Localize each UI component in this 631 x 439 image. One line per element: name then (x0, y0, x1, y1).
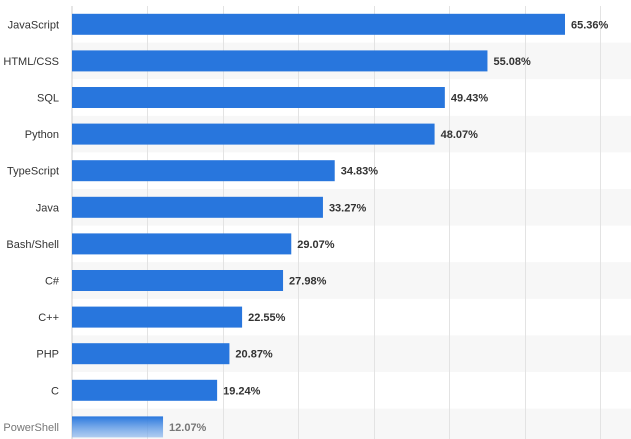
value-label: 49.43% (451, 93, 489, 105)
bar-sql (72, 87, 445, 108)
category-label: TypeScript (7, 166, 59, 178)
bar-c- (72, 270, 284, 291)
value-label: 19.24% (223, 385, 261, 397)
value-label: 20.87% (235, 349, 273, 361)
row-stripe (72, 408, 631, 439)
value-labels: 65.36% 55.08% 49.43% 48.07% 34.83% 33.27% 29.0… (169, 19, 608, 434)
value-label: 33.27% (329, 202, 367, 214)
bar-bash-shell (72, 233, 292, 255)
bar-html-css (72, 50, 488, 72)
bar-javascript (72, 13, 565, 35)
category-label: C++ (38, 312, 59, 324)
value-label: 55.08% (493, 56, 531, 68)
value-label: 48.07% (441, 129, 479, 141)
bars (72, 13, 565, 438)
value-label: 34.83% (341, 166, 379, 178)
category-label: HTML/CSS (3, 56, 59, 68)
category-labels: JavaScript HTML/CSS SQL Python TypeScript Jav… (3, 19, 60, 434)
value-label: 27.98% (289, 276, 327, 288)
bar-powershell (72, 416, 164, 438)
value-label: 65.36% (571, 19, 609, 31)
value-label: 29.07% (297, 239, 335, 251)
bar-typescript (72, 160, 335, 182)
category-label: C (51, 385, 59, 397)
category-label: Java (36, 202, 60, 214)
bar-c- (72, 306, 243, 328)
bar-c (72, 379, 218, 401)
value-label: 22.55% (248, 312, 286, 324)
category-label: PowerShell (3, 422, 59, 434)
category-label: C# (45, 276, 60, 288)
category-label: Bash/Shell (6, 239, 59, 251)
gridlines (147, 6, 601, 439)
value-label: 12.07% (169, 422, 207, 434)
category-label: Python (25, 129, 59, 141)
bar-java (72, 196, 323, 218)
category-label: PHP (36, 349, 59, 361)
category-label: SQL (37, 93, 59, 105)
bar-python (72, 123, 435, 145)
bar-php (72, 343, 230, 365)
category-label: JavaScript (8, 19, 59, 31)
